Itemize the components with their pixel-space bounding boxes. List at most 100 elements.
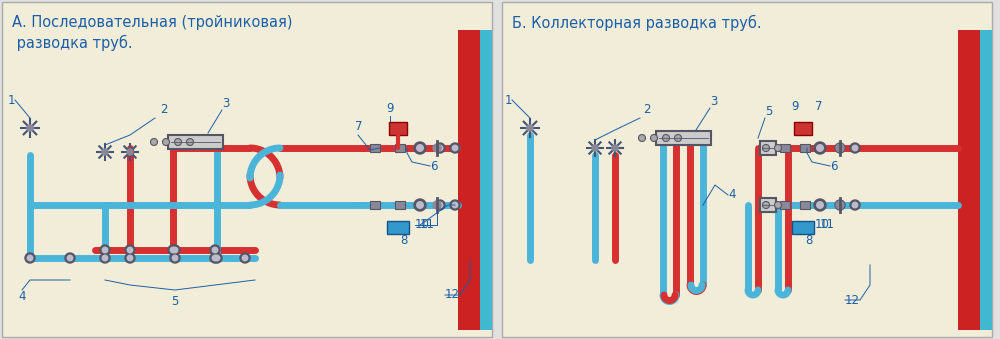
Bar <box>794 121 812 135</box>
Circle shape <box>435 143 445 153</box>
Circle shape <box>450 143 460 153</box>
Bar <box>502 2 992 337</box>
Circle shape <box>836 144 844 152</box>
Circle shape <box>127 247 133 253</box>
Text: 5: 5 <box>765 105 772 118</box>
Circle shape <box>175 139 182 145</box>
Circle shape <box>639 135 646 141</box>
Bar <box>980 30 992 330</box>
Bar <box>370 144 380 152</box>
Text: 2: 2 <box>643 103 650 116</box>
Bar <box>2 2 492 337</box>
Text: 9: 9 <box>791 100 799 113</box>
Text: 10: 10 <box>815 219 830 232</box>
Text: 4: 4 <box>18 290 26 303</box>
Bar <box>370 201 380 209</box>
Circle shape <box>25 253 35 263</box>
Text: 10: 10 <box>415 219 430 232</box>
Text: 4: 4 <box>728 188 736 201</box>
Circle shape <box>774 144 782 152</box>
Circle shape <box>102 149 108 155</box>
Circle shape <box>150 139 158 145</box>
Circle shape <box>852 145 858 151</box>
Circle shape <box>650 135 658 141</box>
Circle shape <box>170 247 176 253</box>
Circle shape <box>452 145 458 151</box>
Circle shape <box>127 149 133 155</box>
Circle shape <box>763 144 770 152</box>
Text: 2: 2 <box>160 103 168 116</box>
Circle shape <box>210 245 220 255</box>
Circle shape <box>240 253 250 263</box>
Circle shape <box>452 202 458 208</box>
Bar <box>458 30 480 330</box>
Bar <box>800 144 810 152</box>
Text: 7: 7 <box>355 120 362 133</box>
Bar <box>792 220 814 234</box>
Circle shape <box>100 253 110 263</box>
Circle shape <box>417 202 423 208</box>
Circle shape <box>852 202 858 208</box>
Circle shape <box>817 145 823 151</box>
Circle shape <box>592 145 598 151</box>
Circle shape <box>850 200 860 210</box>
Text: 5: 5 <box>171 295 179 308</box>
Bar <box>395 144 405 152</box>
Text: 8: 8 <box>400 234 407 246</box>
Text: 1: 1 <box>505 94 512 106</box>
Circle shape <box>417 145 423 151</box>
Circle shape <box>774 201 782 208</box>
Text: А. Последовательная (тройниковая)
 разводка труб.: А. Последовательная (тройниковая) развод… <box>12 15 292 52</box>
Circle shape <box>435 200 445 210</box>
Circle shape <box>168 245 178 255</box>
Circle shape <box>836 201 844 209</box>
Text: 7: 7 <box>815 100 822 113</box>
Text: 3: 3 <box>222 97 229 110</box>
Circle shape <box>125 253 135 263</box>
Circle shape <box>127 255 133 261</box>
Circle shape <box>172 247 178 253</box>
Bar <box>480 30 492 330</box>
Circle shape <box>214 255 220 261</box>
Bar <box>760 141 776 155</box>
Circle shape <box>814 199 826 211</box>
Circle shape <box>437 145 443 151</box>
Bar <box>387 220 409 234</box>
Circle shape <box>662 135 670 141</box>
Bar <box>656 131 710 145</box>
Circle shape <box>170 253 180 263</box>
Text: 6: 6 <box>430 160 438 173</box>
Circle shape <box>65 253 75 263</box>
Text: 12: 12 <box>845 294 860 306</box>
Circle shape <box>170 245 180 255</box>
Text: 3: 3 <box>710 95 717 108</box>
Circle shape <box>414 142 426 154</box>
Circle shape <box>210 253 220 263</box>
Circle shape <box>437 202 443 208</box>
Bar <box>958 30 980 330</box>
Circle shape <box>612 145 618 151</box>
Bar <box>168 135 222 149</box>
Circle shape <box>125 245 135 255</box>
Text: 12: 12 <box>445 288 460 301</box>
Circle shape <box>674 135 682 141</box>
Bar <box>760 198 776 212</box>
Circle shape <box>763 201 770 208</box>
Circle shape <box>835 200 845 210</box>
Circle shape <box>162 139 170 145</box>
Circle shape <box>850 143 860 153</box>
Circle shape <box>100 245 110 255</box>
Text: 6: 6 <box>830 160 838 173</box>
Bar <box>780 144 790 152</box>
Bar <box>800 201 810 209</box>
Text: 8: 8 <box>805 234 812 246</box>
Circle shape <box>837 202 843 208</box>
Circle shape <box>102 255 108 261</box>
Circle shape <box>212 255 218 261</box>
Circle shape <box>433 201 441 209</box>
Circle shape <box>814 142 826 154</box>
Circle shape <box>835 143 845 153</box>
Text: 1: 1 <box>8 94 15 106</box>
Circle shape <box>27 255 33 261</box>
Circle shape <box>414 199 426 211</box>
